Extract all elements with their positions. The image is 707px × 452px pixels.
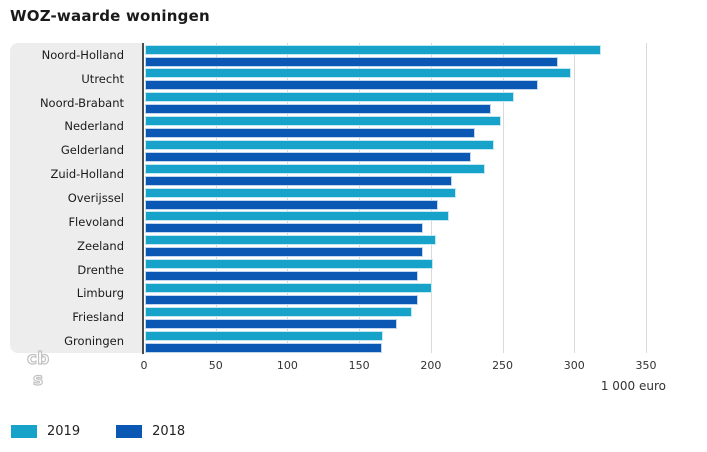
category-label-drenthe: Drenthe: [77, 262, 124, 277]
category-label-limburg: Limburg: [76, 286, 124, 301]
chart-title: WOZ-waarde woningen: [10, 7, 210, 25]
category-label-overijssel: Overijssel: [67, 190, 124, 205]
bar-2018-limburg[interactable]: [145, 294, 418, 305]
bar-2019-zuid-holland[interactable]: [145, 163, 485, 174]
gridline-200: [430, 43, 432, 353]
category-label-noord-brabant: Noord-Brabant: [39, 95, 124, 110]
bar-2019-zeeland[interactable]: [145, 235, 437, 246]
gridline-300: [574, 43, 576, 353]
bar-2019-drenthe[interactable]: [145, 259, 434, 270]
svg-text:s: s: [33, 370, 43, 390]
bar-2019-nederland[interactable]: [145, 116, 501, 127]
legend-label-2019: 2019: [47, 424, 81, 439]
bar-2019-flevoland[interactable]: [145, 211, 450, 222]
category-label-friesland: Friesland: [72, 310, 124, 325]
bar-2019-noord-brabant[interactable]: [145, 92, 514, 103]
axis-unit-label: 1 000 euro: [600, 379, 666, 393]
gridline-50: [215, 43, 217, 353]
category-label-zeeland: Zeeland: [77, 238, 124, 253]
x-axis-zero-line: [142, 43, 144, 354]
bar-2019-overijssel[interactable]: [145, 187, 457, 198]
bar-2018-friesland[interactable]: [145, 318, 398, 329]
legend-item-2018[interactable]: 2018: [116, 424, 185, 439]
svg-text:cb: cb: [27, 349, 49, 369]
legend-swatch-2019: [11, 425, 37, 438]
bar-2019-friesland[interactable]: [145, 306, 412, 317]
category-label-utrecht: Utrecht: [81, 71, 124, 86]
category-label-noord-holland: Noord-Holland: [41, 47, 124, 62]
x-tick-label-350: 350: [635, 359, 657, 372]
category-label-panel: cb s: [10, 43, 144, 391]
legend-item-2019[interactable]: 2019: [11, 424, 80, 439]
bar-2019-groningen[interactable]: [145, 330, 384, 341]
x-tick-label-300: 300: [563, 359, 585, 372]
category-label-flevoland: Flevoland: [68, 214, 124, 229]
gridline-250: [502, 43, 504, 353]
bar-2018-flevoland[interactable]: [145, 223, 424, 234]
gridline-100: [287, 43, 289, 353]
x-tick-label-100: 100: [276, 359, 298, 372]
x-tick-label-50: 50: [208, 359, 223, 372]
bar-2018-groningen[interactable]: [145, 342, 382, 353]
bar-2018-noord-brabant[interactable]: [145, 104, 491, 115]
category-label-nederland: Nederland: [64, 119, 124, 134]
bar-2019-gelderland[interactable]: [145, 139, 494, 150]
bar-2018-zeeland[interactable]: [145, 247, 424, 258]
bar-2018-utrecht[interactable]: [145, 80, 538, 91]
category-label-groningen: Groningen: [64, 334, 124, 349]
bar-2019-noord-holland[interactable]: [145, 44, 602, 55]
x-tick-label-250: 250: [492, 359, 514, 372]
bar-2018-nederland[interactable]: [145, 128, 475, 139]
bar-2019-utrecht[interactable]: [145, 68, 571, 79]
bar-2018-drenthe[interactable]: [145, 271, 418, 282]
x-tick-label-150: 150: [348, 359, 370, 372]
legend-label-2018: 2018: [152, 424, 186, 439]
bar-2019-limburg[interactable]: [145, 282, 432, 293]
x-tick-label-200: 200: [420, 359, 442, 372]
x-tick-label-0: 0: [140, 359, 148, 372]
bar-2018-noord-holland[interactable]: [145, 56, 559, 67]
cbs-logo-icon: cb s: [26, 348, 54, 394]
bar-2018-zuid-holland[interactable]: [145, 175, 452, 186]
gridline-350: [646, 43, 647, 353]
bar-2018-gelderland[interactable]: [145, 151, 471, 162]
category-label-zuid-holland: Zuid-Holland: [50, 167, 124, 182]
legend: 2019 2018: [11, 424, 221, 439]
legend-swatch-2018: [116, 425, 143, 438]
bar-2018-overijssel[interactable]: [145, 199, 438, 210]
category-label-gelderland: Gelderland: [60, 143, 124, 158]
gridline-150: [359, 43, 361, 353]
plot-area: [144, 43, 664, 353]
